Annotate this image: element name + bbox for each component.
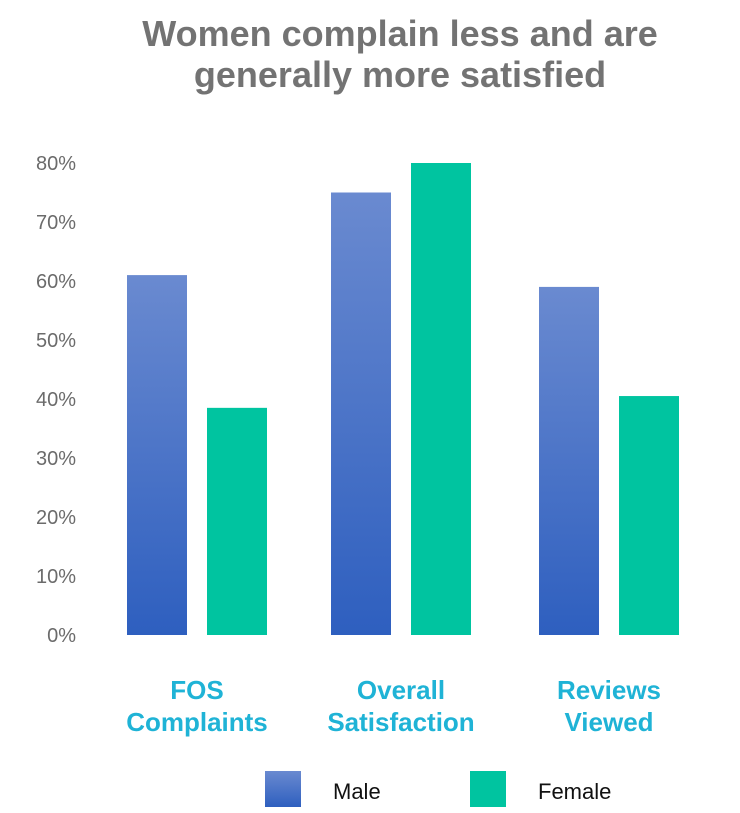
- bar-female-1: [207, 407, 267, 635]
- y-tick-label: 70%: [36, 212, 76, 234]
- category-label: FOS: [170, 675, 223, 705]
- y-tick-label: 10%: [36, 566, 76, 588]
- bar-female-3: [619, 396, 679, 635]
- category-label: Overall: [357, 675, 445, 705]
- y-tick-label: 20%: [36, 507, 76, 529]
- category-label: Viewed: [564, 707, 653, 737]
- legend-swatch-female: [470, 771, 506, 807]
- bar-male-1: [127, 275, 187, 635]
- chart-title-line: generally more satisfied: [194, 54, 606, 95]
- bar-female-2: [411, 163, 471, 635]
- legend-label-male: Male: [333, 779, 381, 804]
- category-label: Complaints: [126, 707, 268, 737]
- y-tick-label: 30%: [36, 448, 76, 470]
- chart-title-line: Women complain less and are: [142, 13, 658, 54]
- y-tick-label: 40%: [36, 389, 76, 411]
- y-axis-ticks: 0% 10% 20% 30% 40% 50% 60% 70% 80%: [36, 153, 76, 647]
- bar-male-3: [539, 286, 599, 635]
- y-tick-label: 0%: [47, 625, 76, 647]
- bar-male-2: [331, 192, 391, 635]
- bars: [127, 163, 679, 635]
- legend: Male Female: [265, 771, 611, 807]
- legend-label-female: Female: [538, 779, 611, 804]
- y-tick-label: 50%: [36, 330, 76, 352]
- category-label: Reviews: [557, 675, 661, 705]
- legend-swatch-male: [265, 771, 301, 807]
- y-tick-label: 60%: [36, 271, 76, 293]
- y-tick-label: 80%: [36, 153, 76, 175]
- category-label: Satisfaction: [327, 707, 474, 737]
